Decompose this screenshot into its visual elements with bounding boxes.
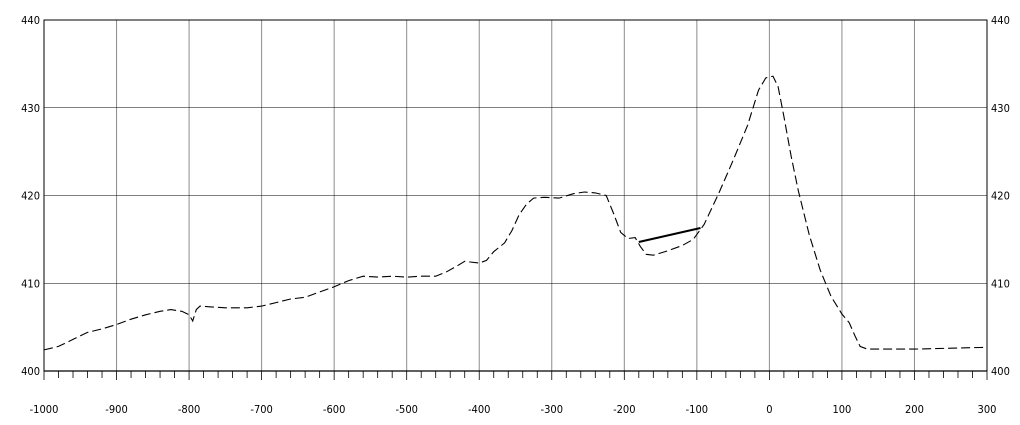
x-tick-label: -100 bbox=[686, 403, 708, 416]
tick-labels: -1000 -900 -800 -700 -600 -500 -400 -300 -200 -10… bbox=[21, 14, 1010, 416]
x-tick-label: -900 bbox=[105, 403, 127, 416]
y-tick-label-right: 420 bbox=[991, 190, 1010, 203]
x-tick-label: -300 bbox=[541, 403, 563, 416]
y-tick-label-left: 430 bbox=[21, 102, 40, 115]
y-tick-label-left: 410 bbox=[21, 277, 40, 290]
axis-ticks bbox=[43, 371, 988, 380]
x-tick-label: 300 bbox=[978, 403, 997, 416]
y-tick-label-left: 440 bbox=[21, 14, 40, 27]
y-tick-label-right: 430 bbox=[991, 102, 1010, 115]
x-tick-label: -1000 bbox=[30, 403, 59, 416]
x-tick-label: 200 bbox=[905, 403, 924, 416]
x-tick-label: 0 bbox=[766, 403, 772, 416]
y-tick-label-left: 420 bbox=[21, 190, 40, 203]
dashed-profile-line bbox=[43, 75, 988, 351]
y-tick-label-right: 400 bbox=[991, 365, 1010, 378]
x-tick-label: -400 bbox=[468, 403, 490, 416]
grid bbox=[43, 19, 988, 372]
series bbox=[43, 75, 988, 351]
x-tick-label: -500 bbox=[395, 403, 417, 416]
x-tick-label: -600 bbox=[323, 403, 345, 416]
x-tick-label: 100 bbox=[832, 403, 851, 416]
x-tick-label: -800 bbox=[178, 403, 200, 416]
y-tick-label-left: 400 bbox=[21, 365, 40, 378]
y-tick-label-right: 440 bbox=[991, 14, 1010, 27]
solid-segment-line bbox=[638, 227, 701, 243]
x-tick-label: -200 bbox=[613, 403, 635, 416]
x-tick-label: -700 bbox=[250, 403, 272, 416]
y-tick-label-right: 410 bbox=[991, 277, 1010, 290]
